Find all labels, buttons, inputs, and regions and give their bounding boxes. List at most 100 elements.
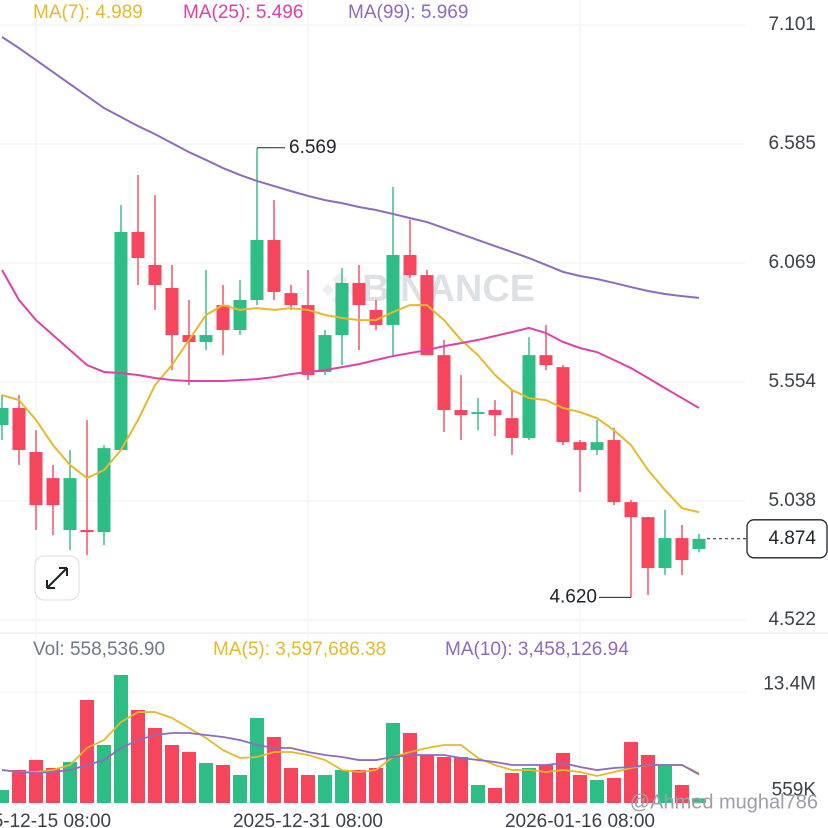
y-tick-label: 6.069	[768, 252, 816, 273]
volume-bar	[233, 774, 247, 803]
x-tick-label: 2025-12-15 08:00	[0, 811, 111, 828]
candle-body	[590, 442, 604, 450]
candle-body	[369, 309, 383, 325]
y-tick-label: 6.585	[768, 133, 816, 154]
volume-bar	[63, 761, 77, 803]
volume-bar	[573, 774, 587, 803]
volume-bar	[641, 755, 655, 803]
candle-body	[199, 335, 213, 342]
volume-bar	[131, 709, 145, 803]
candle-body	[352, 282, 366, 306]
candle-body	[641, 517, 655, 569]
volume-ma-line	[1, 732, 700, 776]
candle-body	[29, 452, 43, 506]
y-tick-label: 7.101	[768, 14, 816, 35]
max-label: 6.569	[289, 137, 337, 158]
y-tick-label: 5.554	[768, 371, 816, 392]
candle-body	[522, 355, 536, 438]
candle-body	[692, 538, 706, 549]
candle-body	[488, 410, 502, 416]
candle-body	[216, 305, 230, 330]
volume-bar	[284, 767, 298, 803]
volume-bar	[352, 769, 366, 803]
candle-body	[556, 367, 570, 443]
candle-body	[403, 255, 417, 276]
candle-body	[505, 418, 519, 438]
volume-bar	[420, 755, 434, 803]
volume-bar	[488, 787, 502, 803]
volume-bar	[301, 774, 315, 803]
volume-bar	[182, 751, 196, 803]
volume-bar	[318, 774, 332, 803]
candle-body	[0, 407, 9, 426]
volume-legend: Vol: 558,536.90	[33, 639, 165, 660]
volume-bar	[624, 741, 638, 803]
volume-bar	[556, 752, 570, 803]
volume-bar	[335, 769, 349, 803]
candle-body	[148, 264, 162, 286]
last-price-box	[746, 519, 828, 559]
volume-bar	[80, 699, 94, 803]
candle-body	[573, 442, 587, 450]
volume-bar	[29, 759, 43, 803]
candle-body	[386, 255, 400, 325]
expand-icon	[46, 567, 68, 589]
y-tick-label: 5.038	[768, 490, 816, 511]
candle-body	[63, 478, 77, 531]
candle-body	[607, 440, 621, 503]
candle-body	[97, 448, 111, 533]
candle-body	[471, 412, 485, 414]
volume-bar	[675, 784, 689, 803]
volume-bar	[97, 745, 111, 803]
background-layer	[0, 0, 745, 803]
last-price-label: 4.874	[768, 528, 816, 549]
candle-body	[267, 240, 281, 292]
volume-bar	[437, 756, 451, 803]
volume-bar	[148, 727, 162, 803]
volume-bar	[403, 732, 417, 803]
legend-vol-ma5: MA(5): 3,597,686.38	[213, 639, 386, 660]
candle-body	[658, 538, 672, 569]
volume-bar	[505, 773, 519, 803]
candle-body	[165, 288, 179, 336]
volume-bar	[216, 765, 230, 803]
volume-bar	[658, 765, 672, 803]
candle-body	[420, 275, 434, 356]
candle-body	[437, 355, 451, 411]
volume-ma-line	[1, 711, 700, 777]
volume-bar	[471, 784, 485, 803]
x-tick-label: 2025-12-31 08:00	[233, 811, 383, 828]
volume-bar	[539, 765, 553, 803]
volume-bar	[46, 767, 60, 803]
legend-ma99: MA(99): 5.969	[348, 2, 468, 23]
candle-body	[114, 231, 128, 450]
volume-bar	[454, 756, 468, 803]
volume-bar	[165, 745, 179, 803]
ma-line	[1, 269, 700, 409]
candle-body	[80, 530, 94, 533]
volume-bar	[386, 722, 400, 803]
volume-bar	[692, 798, 706, 803]
volume-bar	[590, 779, 604, 803]
volume-bar	[607, 777, 621, 803]
candle-body	[284, 293, 298, 306]
candle-body	[46, 478, 60, 506]
candle-body	[539, 355, 553, 366]
volume-bar	[250, 717, 264, 803]
candle-body	[624, 502, 638, 518]
candle-body	[318, 335, 332, 372]
volume-bar	[0, 790, 9, 803]
min-label: 4.620	[549, 586, 597, 607]
ma-line	[1, 36, 700, 299]
volume-bar	[369, 767, 383, 803]
x-tick-label: 2026-01-16 08:00	[505, 811, 655, 828]
volume-bar	[522, 767, 536, 803]
credit: @Ahmed mughal786	[630, 791, 818, 813]
legend-ma7: MA(7): 4.989	[33, 2, 143, 23]
volume-bar	[199, 763, 213, 803]
plot-layer: 7.101 6.585 6.069 5.554 5.038 4.522 13.4M 559K 2…	[0, 14, 828, 828]
volume-bar	[12, 769, 26, 803]
volume-bar	[114, 674, 128, 803]
legend-ma25: MA(25): 5.496	[183, 2, 303, 23]
